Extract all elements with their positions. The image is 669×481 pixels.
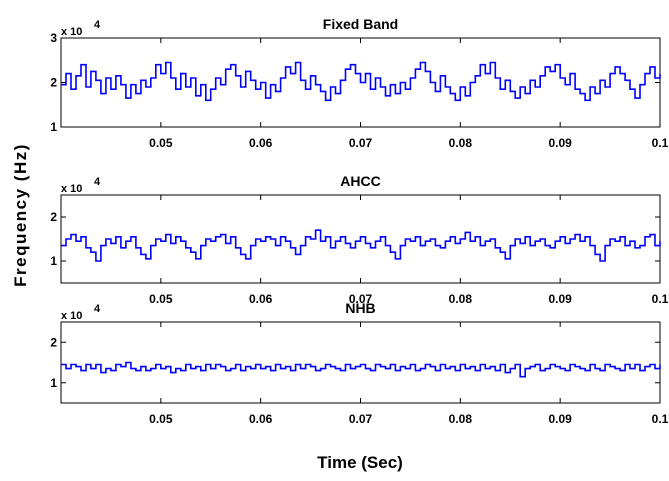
y-exponent-power: 4 [94,19,101,31]
x-axis-label: Time (Sec) [317,453,403,472]
series-line [61,229,661,262]
x-tick-label: 0.05 [149,292,173,306]
y-tick-label: 1 [50,120,57,134]
x-tick-label: 0.06 [249,136,273,150]
x-tick-label: 0.07 [349,292,373,306]
x-tick-label: 0.06 [249,292,273,306]
subplot-title: Fixed Band [323,16,398,32]
x-tick-label: 0.06 [249,412,273,426]
y-tick-label: 1 [50,376,57,390]
x-tick-label: 0.08 [449,412,473,426]
x-tick-label: 0.1 [652,136,669,150]
y-axis-label: Frequency (Hz) [11,143,30,287]
x-tick-label: 0.08 [449,292,473,306]
series-line [61,361,661,378]
y-tick-label: 1 [50,254,57,268]
y-exponent-power: 4 [94,176,101,188]
y-exponent-base: x 10 [61,26,82,38]
series-line [61,61,661,102]
x-tick-label: 0.05 [149,136,173,150]
subplot-title: AHCC [340,173,380,189]
x-tick-label: 0.05 [149,412,173,426]
x-tick-label: 0.09 [548,412,572,426]
y-exponent-base: x 10 [61,183,82,195]
x-tick-label: 0.1 [652,412,669,426]
x-tick-label: 0.08 [449,136,473,150]
x-tick-label: 0.09 [548,136,572,150]
y-tick-label: 2 [50,335,57,349]
plot-frame [60,321,661,404]
y-tick-label: 3 [50,31,57,45]
y-tick-label: 2 [50,76,57,90]
y-exponent-base: x 10 [61,310,82,322]
x-tick-label: 0.07 [349,136,373,150]
x-tick-label: 0.09 [548,292,572,306]
x-tick-label: 0.07 [349,412,373,426]
subplot-title: NHB [345,300,375,316]
x-tick-label: 0.1 [652,292,669,306]
y-tick-label: 2 [50,210,57,224]
y-exponent-power: 4 [94,303,101,315]
